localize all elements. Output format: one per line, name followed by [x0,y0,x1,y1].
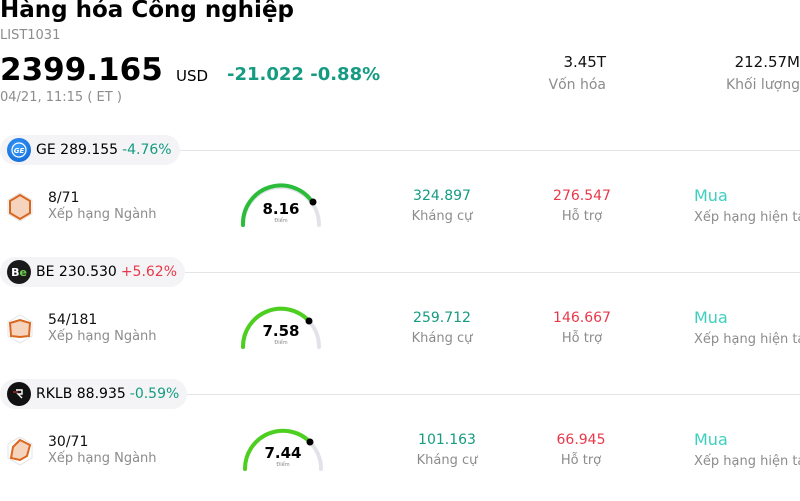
support: 146.667 Hỗ trợ [537,310,627,346]
radar-hexagon-icon [7,314,33,348]
stock-section-rklb: RKLB 88.935 -0.59% 30/71 Xếp hạng Ngành … [0,379,800,501]
rating-value: Mua [694,308,728,327]
support-label: Hỗ trợ [561,209,603,224]
divider [170,150,800,151]
market-cap-value: 3.45T [563,53,606,71]
rating-value: Mua [694,430,728,449]
currency: USD [176,67,209,85]
resistance-label: Kháng cự [411,331,473,346]
svg-text:GE: GE [14,147,25,155]
resistance: 324.897 Kháng cự [397,188,487,224]
score-gauge: 7.58 Điểm [239,303,323,351]
resistance-value: 259.712 [413,310,471,326]
index-price: 2399.165 [0,52,163,88]
resistance: 259.712 Kháng cự [397,310,487,346]
divider [186,394,800,395]
industry-rank-label: Xếp hạng Ngành [48,329,157,344]
gauge-arc-icon [240,183,321,227]
ticker: RKLB [36,386,73,402]
volume-value: 212.57M [734,53,800,71]
score-value: 7.58 [262,322,300,340]
current-rating: Mua Xếp hạng hiện tại [694,430,800,469]
support-label: Hỗ trợ [560,453,602,468]
ge-logo-icon: GE [7,138,31,162]
rating-value: Mua [694,186,728,205]
resistance-value: 324.897 [413,188,471,204]
resistance-label: Kháng cự [411,209,473,224]
timestamp: 04/21, 11:15 ( ET ) [0,90,122,105]
stock-pill-ge[interactable]: GE GE 289.155 -4.76% [0,135,180,165]
score-gauge: 8.16 Điểm [239,181,323,229]
industry-rank-value: 8/71 [48,190,80,206]
stock-change: -0.59% [129,386,180,402]
support-value: 146.667 [553,310,611,326]
support-value: 66.945 [556,432,606,448]
gauge-arc-icon [240,306,321,349]
current-rating: Mua Xếp hạng hiện tại [694,308,800,347]
resistance-value: 101.163 [418,432,476,448]
stock-pill-rklb[interactable]: RKLB 88.935 -0.59% [0,379,188,409]
index-code: LIST1031 [0,28,61,43]
divider [170,272,800,273]
stock-change: -4.76% [122,142,172,158]
support: 276.547 Hỗ trợ [537,188,627,224]
stock-price: 289.155 [60,142,119,158]
current-rating: Mua Xếp hạng hiện tại [694,186,800,225]
score-label: Điểm [274,218,288,224]
ticker: BE [36,264,55,280]
resistance-label: Kháng cự [416,453,478,468]
stock-change: +5.62% [120,264,178,280]
radar-hexagon-icon [7,192,33,226]
volume-stat: 212.57M Khối lượng [726,53,800,93]
score-gauge: 7.44 Điểm [241,425,325,473]
industry-rank-value: 30/71 [48,434,89,450]
rklb-logo-icon [7,382,31,406]
page-title: Hàng hóa Công nghiệp [0,0,295,23]
score-label: Điểm [276,462,290,468]
volume-label: Khối lượng [725,77,800,93]
industry-rank-label: Xếp hạng Ngành [48,207,157,222]
market-cap-stat: 3.45T Vốn hóa [549,53,606,93]
stock-price: 88.935 [76,386,126,402]
support-value: 276.547 [553,188,611,204]
stock-section-ge: GE GE 289.155 -4.76% 8/71 Xếp hạng Ngành… [0,135,800,257]
support: 66.945 Hỗ trợ [536,432,626,468]
gauge-arc-icon [242,428,323,471]
score-value: 7.44 [264,444,302,462]
price-change: -21.022 -0.88% [227,64,380,85]
support-label: Hỗ trợ [561,331,603,346]
market-cap-label: Vốn hóa [548,77,606,93]
rating-label: Xếp hạng hiện tại [694,210,800,225]
score-value: 8.16 [262,200,300,218]
ticker: GE [36,142,56,158]
industry-rank-value: 54/181 [48,312,98,328]
change-value: -21.022 [227,64,304,85]
resistance: 101.163 Kháng cự [402,432,492,468]
rating-label: Xếp hạng hiện tại [694,454,800,469]
radar-hexagon-icon [7,436,33,470]
rating-label: Xếp hạng hiện tại [694,332,800,347]
stock-price: 230.530 [58,264,117,280]
score-label: Điểm [274,340,288,346]
change-percent: -0.88% [310,64,381,85]
industry-rank-label: Xếp hạng Ngành [48,451,157,466]
